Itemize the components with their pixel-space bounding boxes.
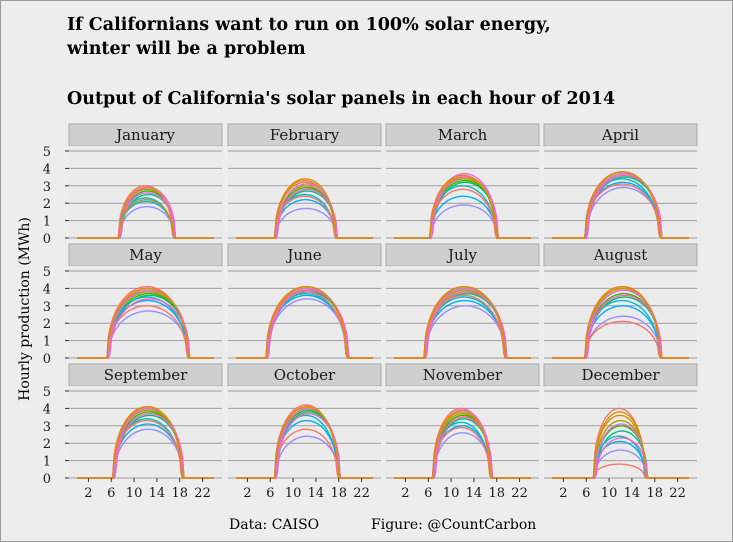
x-tick-label: 22 <box>353 486 370 501</box>
series-line <box>77 287 214 359</box>
panel-july: July <box>385 243 540 359</box>
y-tick-label: 5 <box>43 265 51 280</box>
panel-plot-area <box>544 146 697 238</box>
panel-strip-label: November <box>423 366 503 384</box>
panel-plot-area <box>386 146 539 238</box>
series-line <box>394 174 531 239</box>
x-tick-label: 10 <box>601 486 618 501</box>
panel-strip-label: August <box>593 246 647 264</box>
y-tick-label: 2 <box>43 437 51 452</box>
panel-plot-area <box>386 266 539 358</box>
panel-strip-label: June <box>285 246 321 264</box>
series-line <box>236 286 373 359</box>
y-tick-label: 4 <box>43 402 51 417</box>
series-line <box>552 411 689 479</box>
figure-title-line-2: winter will be a problem <box>67 39 306 59</box>
y-tick-label: 2 <box>43 197 51 212</box>
x-tick-label: 14 <box>149 486 166 501</box>
x-tick-label: 18 <box>171 486 188 501</box>
panel-october: October 2 6 10 14 18 22 <box>227 363 382 501</box>
y-tick-label: 0 <box>43 232 51 247</box>
x-tick-label: 10 <box>443 486 460 501</box>
x-tick-label: 22 <box>511 486 528 501</box>
x-tick-label: 22 <box>669 486 686 501</box>
x-tick-label: 14 <box>308 486 325 501</box>
y-tick-label: 1 <box>43 215 51 230</box>
figure-credit-caption: Figure: @CountCarbon <box>371 517 537 533</box>
data-source-caption: Data: CAISO <box>229 517 320 533</box>
panel-strip-label: July <box>446 246 477 264</box>
y-tick-label: 4 <box>43 282 51 297</box>
x-tick-label: 14 <box>466 486 483 501</box>
panel-strip-label: February <box>270 126 340 144</box>
series-line <box>552 171 689 239</box>
panel-strip-label: December <box>581 366 660 384</box>
x-tick-label: 18 <box>488 486 505 501</box>
panel-strip-label: September <box>104 366 188 384</box>
panel-december: December 2 6 10 14 18 22 <box>543 363 698 501</box>
panel-may: May 0 1 2 3 4 5 <box>43 243 223 367</box>
panel-april: April <box>543 123 698 239</box>
x-tick-label: 18 <box>330 486 347 501</box>
y-tick-label: 5 <box>43 145 51 160</box>
panel-june: June <box>227 243 382 359</box>
panel-plot-area <box>228 266 381 358</box>
x-tick-label: 2 <box>243 486 251 501</box>
panel-plot-area <box>228 146 381 238</box>
chart-subtitle: Output of California's solar panels in e… <box>67 89 616 109</box>
series-line <box>394 411 531 479</box>
series-line <box>77 199 214 239</box>
panel-plot-area <box>69 146 222 238</box>
panel-plot-area <box>544 386 697 478</box>
series-line <box>236 406 373 479</box>
panel-november: November 2 6 10 14 18 22 <box>385 363 540 501</box>
panel-plot-area <box>544 266 697 358</box>
panel-plot-area <box>69 266 222 358</box>
y-tick-label: 3 <box>43 300 51 315</box>
panel-january: January 0 1 2 3 4 5 <box>43 123 223 247</box>
x-tick-label: 10 <box>126 486 143 501</box>
y-tick-label: 0 <box>43 352 51 367</box>
series-line <box>394 286 531 359</box>
panel-plot-area <box>386 386 539 478</box>
y-tick-label: 1 <box>43 455 51 470</box>
panel-february: February <box>227 123 382 239</box>
y-tick-label: 3 <box>43 180 51 195</box>
series-line <box>77 406 214 479</box>
panel-strip-label: March <box>438 126 488 144</box>
panel-august: August <box>543 243 698 359</box>
figure-title-line-1: If Californians want to run on 100% sola… <box>67 15 551 35</box>
y-tick-label: 4 <box>43 162 51 177</box>
x-tick-label: 6 <box>266 486 274 501</box>
panel-strip-label: January <box>114 126 175 144</box>
x-tick-label: 2 <box>401 486 409 501</box>
panel-plot-area <box>69 386 222 478</box>
x-tick-label: 10 <box>285 486 302 501</box>
y-tick-label: 3 <box>43 420 51 435</box>
y-tick-label: 2 <box>43 317 51 332</box>
x-tick-label: 6 <box>582 486 590 501</box>
y-tick-label: 5 <box>43 385 51 400</box>
panel-plot-area <box>228 386 381 478</box>
x-tick-label: 14 <box>624 486 641 501</box>
panel-strip-label: April <box>601 126 639 144</box>
series-line <box>552 286 689 359</box>
x-tick-label: 6 <box>424 486 432 501</box>
x-tick-label: 18 <box>646 486 663 501</box>
x-tick-label: 22 <box>194 486 211 501</box>
panel-strip-label: October <box>274 366 336 384</box>
y-tick-label: 0 <box>43 472 51 487</box>
panel-march: March <box>385 123 540 239</box>
x-tick-label: 2 <box>84 486 92 501</box>
x-tick-label: 6 <box>107 486 115 501</box>
panel-strip-label: May <box>129 246 162 264</box>
x-tick-label: 2 <box>559 486 567 501</box>
y-tick-label: 1 <box>43 335 51 350</box>
series-line <box>236 178 373 239</box>
